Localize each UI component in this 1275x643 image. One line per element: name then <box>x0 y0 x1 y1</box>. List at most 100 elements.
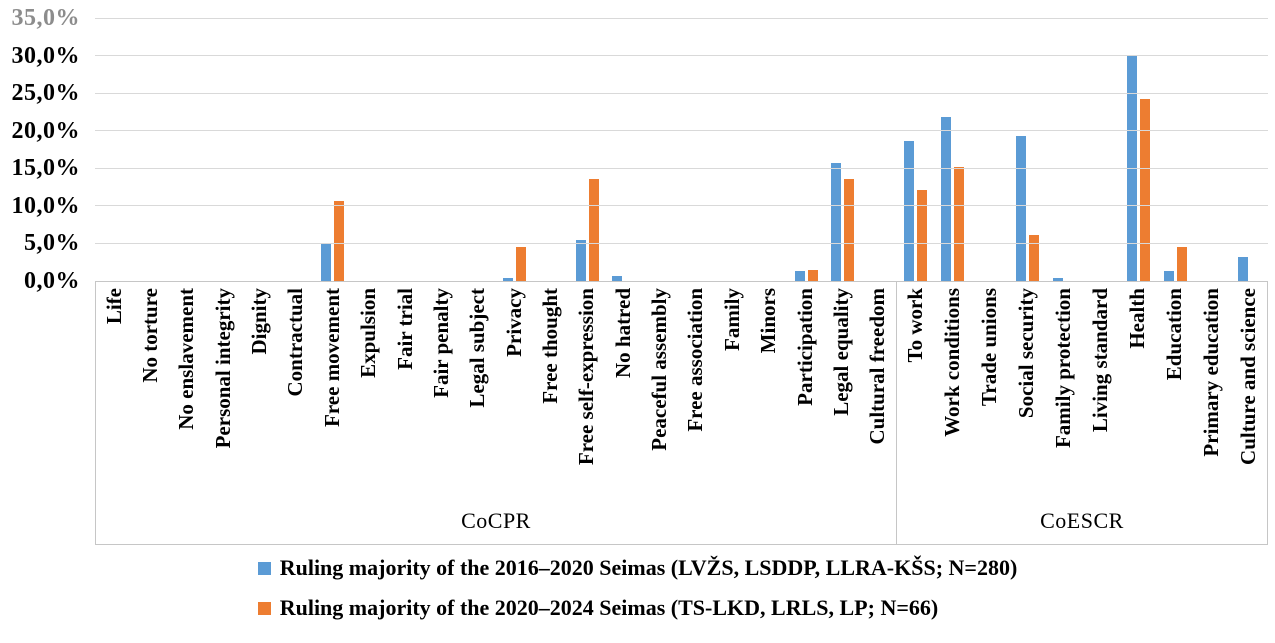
gridline <box>95 92 1268 94</box>
category-label: Social security <box>1013 288 1038 419</box>
category-label: Contractual <box>283 288 308 397</box>
category-label: Free movement <box>319 288 344 427</box>
gridline <box>95 17 1268 19</box>
category-label-cell: Culture and science <box>1230 281 1267 497</box>
category-slot <box>934 18 971 281</box>
y-axis-tick-label: 5,0% <box>24 230 80 257</box>
category-label-cell: Life <box>96 281 132 497</box>
category-label: Expulsion <box>356 288 381 378</box>
category-slot <box>496 18 532 281</box>
category-label-cell: Family <box>714 281 750 497</box>
category-label: Culture and science <box>1235 288 1260 465</box>
bar-group-coescr <box>897 18 1268 281</box>
gridline <box>95 280 1268 282</box>
bar <box>844 178 855 281</box>
bar <box>612 275 623 281</box>
gridline <box>95 55 1268 57</box>
category-slot <box>861 18 897 281</box>
category-label: Participation <box>792 288 817 406</box>
category-slot <box>1120 18 1157 281</box>
gridline <box>95 205 1268 207</box>
category-label: Health <box>1124 288 1149 349</box>
category-label: Minors <box>756 288 781 354</box>
category-label: Free thought <box>537 288 562 404</box>
category-label-cell: Social security <box>1008 281 1045 497</box>
category-label-cell: Cultural freedom <box>860 281 896 497</box>
category-label-cell: Free self-expression <box>569 281 605 497</box>
bar <box>1052 278 1063 281</box>
category-slot <box>204 18 240 281</box>
category-slot <box>387 18 423 281</box>
category-slot <box>95 18 131 281</box>
y-axis-tick-label: 0,0% <box>24 268 80 294</box>
bar <box>575 240 586 281</box>
category-slot <box>533 18 569 281</box>
category-axis: Life No torture No enslavement Personal int… <box>95 281 1268 545</box>
category-label-cell: To work <box>897 281 934 497</box>
bar <box>320 243 331 281</box>
category-label-cell: Privacy <box>496 281 532 497</box>
category-label: Fair trial <box>392 288 417 370</box>
category-label: Free association <box>683 288 708 432</box>
bar <box>588 178 599 281</box>
bar <box>333 201 344 281</box>
category-slot <box>241 18 277 281</box>
category-label: Life <box>101 288 126 325</box>
category-group-coescr: To work Work conditions Trade unions Social… <box>897 281 1267 544</box>
bar <box>1163 270 1174 281</box>
category-label: No torture <box>138 288 163 383</box>
bar <box>831 163 842 281</box>
category-label: Family <box>719 288 744 351</box>
category-slot <box>606 18 642 281</box>
bar <box>1176 247 1187 281</box>
bar-group-cocpr <box>95 18 897 281</box>
category-label-cell: Peaceful assembly <box>641 281 677 497</box>
category-labels-coescr: To work Work conditions Trade unions Social… <box>897 281 1267 497</box>
category-label: Peaceful assembly <box>647 288 672 451</box>
category-labels-cocpr: Life No torture No enslavement Personal int… <box>96 281 896 497</box>
category-slot <box>1083 18 1120 281</box>
category-label: Family protection <box>1050 288 1075 449</box>
category-label-cell: Family protection <box>1045 281 1082 497</box>
bar <box>1015 136 1026 281</box>
category-label-cell: Education <box>1156 281 1193 497</box>
category-slot <box>1046 18 1083 281</box>
category-label: Living standard <box>1087 288 1112 433</box>
group-label-cocpr: CoCPR <box>461 507 531 533</box>
category-slot <box>642 18 678 281</box>
category-label-cell: Personal integrity <box>205 281 241 497</box>
category-slot <box>569 18 605 281</box>
gridline <box>95 167 1268 169</box>
legend-item-2020-2024: Ruling majority of the 2020–2024 Seimas … <box>257 595 938 621</box>
category-label: Free self-expression <box>574 288 599 466</box>
bar <box>917 190 928 281</box>
category-label: Primary education <box>1198 288 1223 457</box>
category-label: Legal subject <box>465 288 490 408</box>
category-slot <box>168 18 204 281</box>
category-label-cell: Free movement <box>314 281 350 497</box>
bar <box>1237 257 1248 281</box>
category-slot <box>460 18 496 281</box>
category-slot <box>314 18 350 281</box>
legend-label-2016-2020: Ruling majority of the 2016–2020 Seimas … <box>279 555 1018 580</box>
category-label-cell: Contractual <box>278 281 314 497</box>
category-slot <box>971 18 1008 281</box>
category-slot <box>679 18 715 281</box>
category-slot <box>715 18 751 281</box>
category-label: Work conditions <box>939 288 964 437</box>
category-group-cocpr: Life No torture No enslavement Personal int… <box>96 281 897 544</box>
category-slot <box>824 18 860 281</box>
category-label-cell: Fair trial <box>387 281 423 497</box>
bar <box>941 117 952 281</box>
category-label: Cultural freedom <box>865 288 890 445</box>
category-label-cell: Expulsion <box>351 281 387 497</box>
category-label-cell: Participation <box>787 281 823 497</box>
category-slot <box>423 18 459 281</box>
bar <box>904 141 915 281</box>
category-label: No hatred <box>610 288 635 379</box>
category-label: Trade unions <box>976 288 1001 407</box>
legend-swatch-orange <box>257 601 271 615</box>
category-label-cell: Living standard <box>1082 281 1119 497</box>
category-slot <box>1009 18 1046 281</box>
bar <box>515 247 526 281</box>
